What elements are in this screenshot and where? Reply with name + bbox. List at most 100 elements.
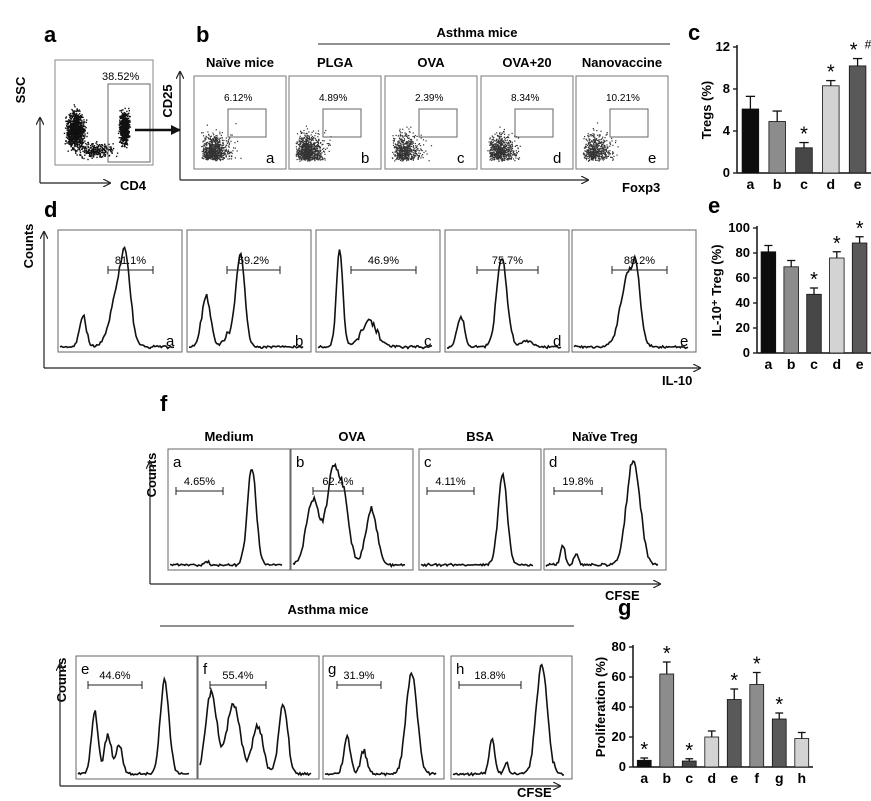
b-dot xyxy=(595,147,597,149)
b-dot xyxy=(306,153,308,155)
b-dot xyxy=(490,141,492,143)
b-dot xyxy=(608,152,610,154)
a-dot xyxy=(105,146,108,148)
b-dot xyxy=(321,152,323,154)
b-dot xyxy=(396,144,398,146)
b-dot xyxy=(414,149,416,151)
a-dot xyxy=(69,125,72,127)
a-dot xyxy=(121,124,123,126)
b-dot xyxy=(392,140,394,142)
b-dot xyxy=(499,126,501,128)
b-dot xyxy=(203,149,205,151)
a-dot xyxy=(72,125,74,127)
b-dot xyxy=(205,148,207,150)
b-dot xyxy=(404,155,406,157)
b-dot xyxy=(313,151,315,153)
b-dot xyxy=(296,141,298,143)
b-dot xyxy=(216,159,218,161)
a-dot xyxy=(105,145,107,147)
b-dot xyxy=(498,160,500,162)
b-dot xyxy=(297,153,299,155)
b-dot xyxy=(319,149,321,151)
b-dot xyxy=(304,159,306,161)
b-dot xyxy=(501,140,503,142)
b-dot xyxy=(308,160,310,162)
b-dot xyxy=(399,145,401,147)
a-dot xyxy=(81,126,84,129)
a-dot xyxy=(96,156,98,159)
b-dot xyxy=(215,144,217,146)
b-dot xyxy=(219,147,221,149)
b-dot xyxy=(410,140,412,142)
a-dot xyxy=(125,139,128,141)
b-dot xyxy=(592,157,594,159)
b-dot xyxy=(202,157,204,159)
b-dot xyxy=(583,153,585,156)
b-dot xyxy=(495,153,497,155)
b-dot xyxy=(203,148,205,150)
b-dot xyxy=(598,159,600,161)
b-dot xyxy=(312,145,314,147)
b-dot xyxy=(587,140,589,142)
b-dot xyxy=(216,140,218,142)
b-dot xyxy=(500,157,502,159)
b-dot xyxy=(405,153,407,155)
b-dot xyxy=(310,146,313,148)
b-dot xyxy=(320,154,322,156)
b-dot xyxy=(603,151,605,153)
a-dot xyxy=(66,142,68,144)
b-dot xyxy=(600,138,602,141)
b-dot xyxy=(396,150,398,153)
a-dot xyxy=(128,110,130,112)
a-dot xyxy=(69,121,71,123)
a-dot xyxy=(91,151,93,153)
a-dot xyxy=(123,132,126,134)
a-dot xyxy=(122,145,124,147)
b-dot xyxy=(223,144,225,146)
b-dot xyxy=(612,153,614,155)
a-dot xyxy=(67,142,69,144)
b-dot xyxy=(312,158,314,160)
b-dot xyxy=(301,145,303,147)
b-dot xyxy=(423,144,425,146)
b-dot xyxy=(407,152,409,154)
b-dot xyxy=(301,148,303,150)
b-dot xyxy=(321,157,324,160)
b-dot xyxy=(206,158,208,160)
b-dot xyxy=(395,159,397,161)
b-panel-title: Naïve mice xyxy=(206,55,274,70)
b-dot xyxy=(401,132,403,134)
b-dot xyxy=(298,150,300,152)
b-dot xyxy=(392,151,394,153)
a-dot xyxy=(104,149,107,152)
b-dot xyxy=(225,146,227,148)
b-dot xyxy=(308,156,310,158)
a-dot xyxy=(120,111,123,113)
b-dot xyxy=(592,158,594,160)
b-dot xyxy=(228,151,230,153)
b-dot xyxy=(304,146,306,148)
b-dot xyxy=(605,150,607,152)
b-dot xyxy=(402,145,404,147)
b-dot xyxy=(499,149,501,151)
b-dot xyxy=(492,141,494,143)
b-dot xyxy=(402,140,404,142)
b-dot xyxy=(597,151,599,154)
b-dot xyxy=(210,150,212,152)
b-dot xyxy=(303,154,305,156)
b-dot xyxy=(600,142,602,144)
b-dot xyxy=(204,151,207,153)
b-dot xyxy=(207,147,209,149)
a-dot xyxy=(76,130,78,132)
a-dot xyxy=(71,128,73,130)
a-dot xyxy=(88,149,90,151)
b-dot xyxy=(300,149,302,151)
b-dot xyxy=(595,145,597,147)
b-dot xyxy=(296,133,299,135)
a-dot xyxy=(75,115,77,117)
b-dot xyxy=(586,150,588,152)
b-dot xyxy=(302,143,304,145)
a-dot xyxy=(125,114,128,117)
b-dot xyxy=(299,151,301,153)
a-dot xyxy=(121,145,123,148)
